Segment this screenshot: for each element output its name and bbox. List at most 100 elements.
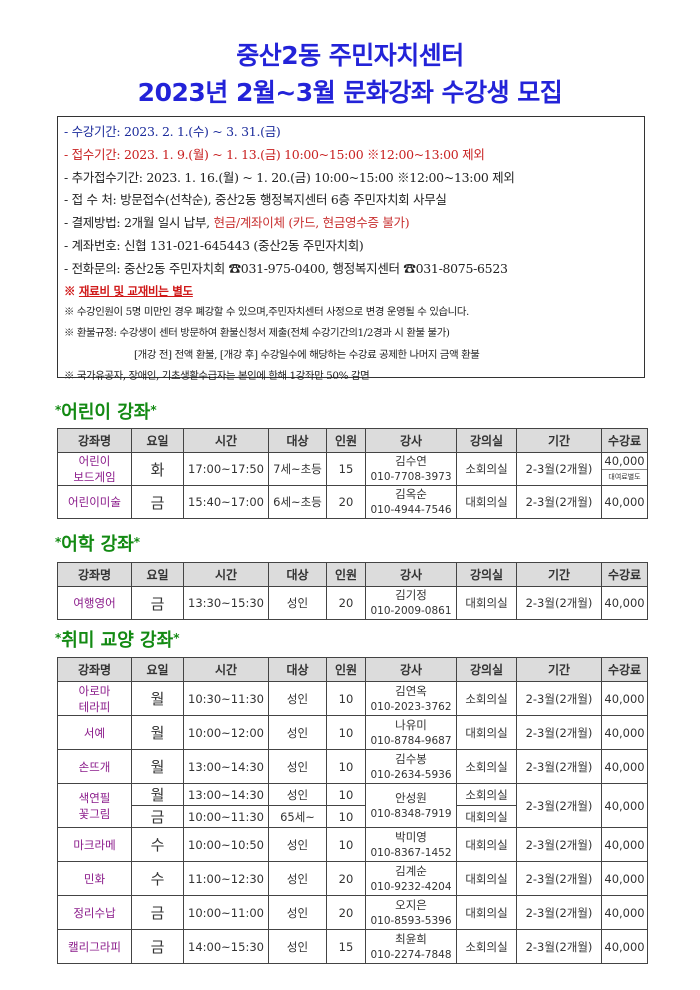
- phone-icon: ☎: [403, 260, 416, 276]
- room: 대회의실: [456, 485, 517, 519]
- instructor-phone: 010-4944-7546: [370, 504, 452, 516]
- time: 11:00~12:30: [183, 861, 269, 896]
- day: 금: [131, 895, 184, 930]
- table-row: 여행영어 금 13:30~15:30 성인 20 김기정 010-2009-0861 대회의실…: [57, 586, 648, 620]
- instructor: 김연옥 010-2023-3762: [365, 681, 457, 716]
- course-name-line: 여행영어: [73, 596, 116, 610]
- table-row: 손뜨개 월 13:00~14:30 성인 10 김수봉 010-2634-5936 소회의실 2…: [57, 749, 648, 784]
- time: 13:30~15:30: [183, 586, 269, 620]
- instructor-phone: 010-2009-0861: [370, 605, 452, 617]
- column-header: 수강료: [601, 428, 648, 453]
- table-row: 마크라메 수 10:00~10:50 성인 10 박미영 010-8367-1452 대회의실…: [57, 827, 648, 862]
- time: 15:40~17:00: [183, 485, 269, 519]
- column-header: 요일: [131, 428, 184, 453]
- section-title-text: 취미 교양 강좌: [61, 630, 174, 651]
- instructor-phone: 010-2274-7848: [370, 948, 452, 961]
- asterisk-decoration: *: [133, 535, 141, 549]
- period: 2-3월(2개월): [516, 681, 602, 716]
- instructor: 나유미 010-8784-9687: [365, 715, 457, 750]
- column-header: 시간: [183, 657, 269, 682]
- column-header: 강좌명: [57, 562, 132, 587]
- column-header: 인원: [326, 562, 366, 587]
- course-fee: 40,000: [601, 827, 648, 862]
- instructor: 안성원 010-8348-7919: [365, 783, 457, 828]
- phone-number-1: 031-975-0400, 행정복지센터: [240, 260, 404, 276]
- target: 성인: [268, 749, 327, 784]
- course-fee: 40,000: [601, 586, 648, 620]
- instructor-phone: 010-8348-7919: [370, 807, 452, 820]
- capacity: 10: [326, 681, 366, 716]
- instructor: 오지은 010-8593-5396: [365, 895, 457, 930]
- room: 소회의실: [456, 681, 517, 716]
- course-fee: 40,000: [601, 929, 648, 964]
- application-place: - 접 수 처: 방문접수(선착순), 중산2동 행정복지센터 6층 주민자치회…: [64, 192, 447, 208]
- phone-inquiry: - 전화문의: 중산2동 주민자치회 ☎031-975-0400, 행정복지센터…: [64, 258, 638, 281]
- instructor-phone: 010-9232-4204: [370, 880, 452, 893]
- capacity: 15: [326, 452, 366, 486]
- course-name-line: 어린이미술: [68, 495, 121, 509]
- day: 금: [131, 929, 184, 964]
- day: 금: [131, 485, 184, 519]
- course-fee: 40,000: [601, 681, 648, 716]
- instructor-name: 김수연: [395, 454, 427, 468]
- instructor: 김수연 010-7708-3973: [365, 452, 457, 486]
- column-header: 강좌명: [57, 428, 132, 453]
- time: 13:00~14:30: [183, 783, 269, 806]
- capacity: 20: [326, 895, 366, 930]
- target: 성인: [268, 783, 327, 806]
- room: 소회의실: [456, 929, 517, 964]
- course-name-line: 민화: [83, 871, 106, 886]
- column-header: 수강료: [601, 657, 648, 682]
- room: 소회의실: [456, 749, 517, 784]
- table-row: 색연필 꽃그림 월 13:00~14:30 성인 10 안성원 010-8348-7919 소회…: [57, 783, 648, 828]
- instructor-phone: 010-8784-9687: [370, 734, 452, 747]
- material-fee-warning: ※ 재료비 및 교재비는 별도: [64, 281, 638, 302]
- course-table: 강좌명 요일 시간 대상 인원 강사 강의실 기간 수강료 어린이 보드게임 화 17:00~17:50…: [57, 428, 648, 519]
- instructor-name: 안성원: [395, 790, 427, 805]
- course-name: 서예: [57, 715, 132, 750]
- period: 2-3월(2개월): [516, 929, 602, 964]
- course-table: 강좌명 요일 시간 대상 인원 강사 강의실 기간 수강료 아로마 테라피 월 10:30~11:30 성…: [57, 657, 648, 964]
- time: 10:00~11:30: [183, 805, 269, 828]
- note-discount: ※ 국가유공자, 장애인, 기초생활수급자는 본인에 한해 1강좌만 50% 감…: [64, 370, 370, 383]
- instructor-phone: 010-7708-3973: [370, 471, 452, 483]
- course-name-line: 정리수납: [73, 905, 116, 920]
- table-header-row: 강좌명 요일 시간 대상 인원 강사 강의실 기간 수강료: [57, 428, 648, 453]
- target: 7세~초등: [268, 452, 327, 486]
- time: 10:30~11:30: [183, 681, 269, 716]
- instructor: 박미영 010-8367-1452: [365, 827, 457, 862]
- section-title: *취미 교양 강좌*: [55, 626, 179, 652]
- course-table: 강좌명 요일 시간 대상 인원 강사 강의실 기간 수강료 여행영어 금 13:30~15:30 성인 2…: [57, 562, 648, 620]
- table-row: 금 10:00~11:30 65세~ 10 대회의실: [58, 805, 648, 828]
- time: 10:00~11:00: [183, 895, 269, 930]
- instructor: 김옥순 010-4944-7546: [365, 485, 457, 519]
- column-header: 인원: [326, 428, 366, 453]
- capacity: 20: [326, 861, 366, 896]
- payment-label: - 결제방법: 2개월 일시 납부,: [64, 215, 214, 231]
- warn-text: 재료비 및 교재비는 별도: [78, 283, 193, 298]
- day: 수: [131, 827, 184, 862]
- instructor-phone: 010-8367-1452: [370, 846, 452, 859]
- period: 2-3월(2개월): [516, 452, 602, 486]
- instructor-name: 오지은: [395, 897, 427, 912]
- asterisk-decoration: *: [55, 403, 62, 417]
- note-cancel: ※ 수강인원이 5명 미만인 경우 폐강할 수 있으며,주민자치센터 사정으로 …: [64, 305, 469, 318]
- table-row: 캘리그라피 금 14:00~15:30 성인 15 최윤희 010-2274-7848 소회의…: [57, 929, 648, 964]
- column-header: 강사: [365, 657, 457, 682]
- period: 2-3월(2개월): [516, 861, 602, 896]
- course-name-line: 마크라메: [73, 837, 116, 852]
- column-header: 기간: [516, 562, 602, 587]
- table-row: 어린이미술 금 15:40~17:00 6세~초등 20 김옥순 010-4944-7546…: [57, 485, 648, 519]
- table-row: 어린이 보드게임 화 17:00~17:50 7세~초등 15 김수연 010-7708-39…: [57, 452, 648, 486]
- table-header-row: 강좌명 요일 시간 대상 인원 강사 강의실 기간 수강료: [57, 562, 648, 587]
- instructor-name: 김수봉: [395, 751, 427, 766]
- room: 대회의실: [456, 586, 517, 620]
- instructor-name: 나유미: [395, 717, 427, 732]
- phone-icon: ☎: [228, 260, 242, 276]
- payment-highlight: 현금/계좌이체 (카드, 현금영수증 불가): [213, 215, 410, 231]
- section-title-text: 어학 강좌: [61, 534, 134, 555]
- time: 10:00~10:50: [183, 827, 269, 862]
- instructor: 김기정 010-2009-0861: [365, 586, 457, 620]
- target: 성인: [268, 827, 327, 862]
- fee-amount: 40,000: [604, 453, 645, 468]
